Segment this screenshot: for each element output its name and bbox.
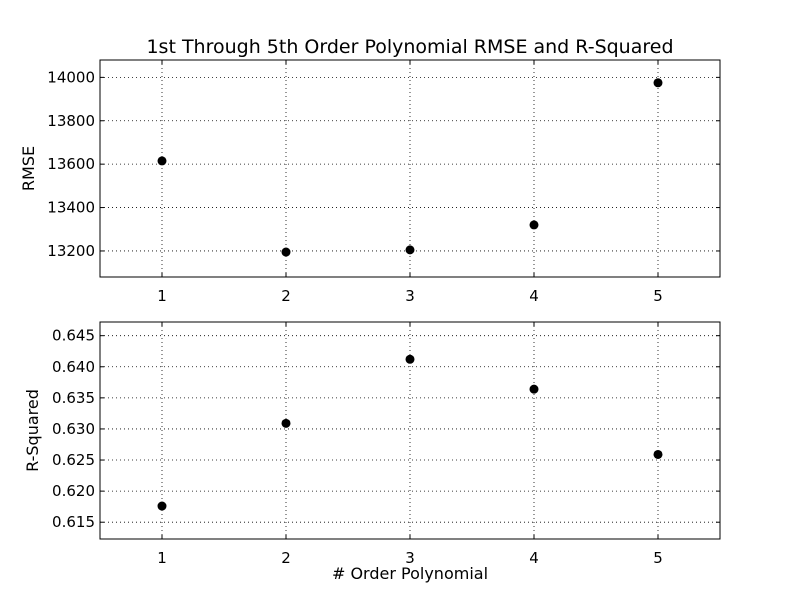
rmse-data-point xyxy=(405,245,415,255)
rmse-x-tick-label: 3 xyxy=(405,287,415,305)
rmse-ticks: 1 2 3 4 5 13200 13400 13600 13800 14000 xyxy=(47,60,720,305)
rmse-data-point xyxy=(653,78,663,88)
rsquared-y-tick-label: 0.620 xyxy=(52,482,95,500)
rsquared-data-point xyxy=(157,501,167,511)
rmse-markers xyxy=(157,78,663,257)
rmse-x-tick-label: 5 xyxy=(653,287,663,305)
rsquared-y-tick-label: 0.635 xyxy=(52,389,95,407)
rsquared-gridlines xyxy=(100,322,720,539)
rmse-y-tick-label: 13400 xyxy=(47,199,95,217)
rmse-data-point xyxy=(529,220,539,230)
rsquared-y-axis-label: R-Squared xyxy=(23,389,42,472)
rmse-gridlines xyxy=(100,60,720,277)
rsquared-ticks: 1 2 3 4 5 0.615 0.620 0.625 0.630 0.635 0.640 0.645 xyxy=(52,322,720,567)
rsquared-chart-panel: 1 2 3 4 5 0.615 0.620 0.625 0.630 0.635 0.640 0.645… xyxy=(23,321,721,583)
rmse-x-tick-label: 2 xyxy=(281,287,291,305)
rmse-plot-frame xyxy=(99,59,721,278)
rmse-y-tick-label: 14000 xyxy=(47,68,95,86)
rsquared-y-tick-label: 0.640 xyxy=(52,358,95,376)
rsquared-y-tick-label: 0.645 xyxy=(52,327,95,345)
rsquared-y-tick-label: 0.630 xyxy=(52,420,95,438)
rsquared-markers xyxy=(157,354,663,511)
rmse-y-axis-label: RMSE xyxy=(19,146,38,191)
rsquared-x-tick-label: 1 xyxy=(157,549,167,567)
rsquared-x-tick-label: 4 xyxy=(529,549,539,567)
rmse-y-tick-label: 13800 xyxy=(47,112,95,130)
x-axis-label: # Order Polynomial xyxy=(332,564,488,583)
rmse-chart-panel: 1 2 3 4 5 13200 13400 13600 13800 14000 RMSE xyxy=(19,59,721,305)
rmse-data-point xyxy=(281,247,291,257)
chart-title: 1st Through 5th Order Polynomial RMSE an… xyxy=(146,36,673,58)
rmse-x-tick-label: 4 xyxy=(529,287,539,305)
rsquared-data-point xyxy=(653,449,663,459)
rsquared-data-point xyxy=(281,418,291,428)
rsquared-plot-frame xyxy=(99,321,721,540)
rsquared-x-tick-label: 5 xyxy=(653,549,663,567)
rsquared-y-tick-label: 0.625 xyxy=(52,451,95,469)
rmse-data-point xyxy=(157,156,167,166)
rmse-y-tick-label: 13600 xyxy=(47,155,95,173)
rsquared-x-tick-label: 2 xyxy=(281,549,291,567)
rsquared-data-point xyxy=(529,384,539,394)
rmse-y-tick-label: 13200 xyxy=(47,242,95,260)
rsquared-x-tick-label: 3 xyxy=(405,549,415,567)
rsquared-data-point xyxy=(405,354,415,364)
rsquared-y-tick-label: 0.615 xyxy=(52,513,95,531)
rmse-x-tick-label: 1 xyxy=(157,287,167,305)
